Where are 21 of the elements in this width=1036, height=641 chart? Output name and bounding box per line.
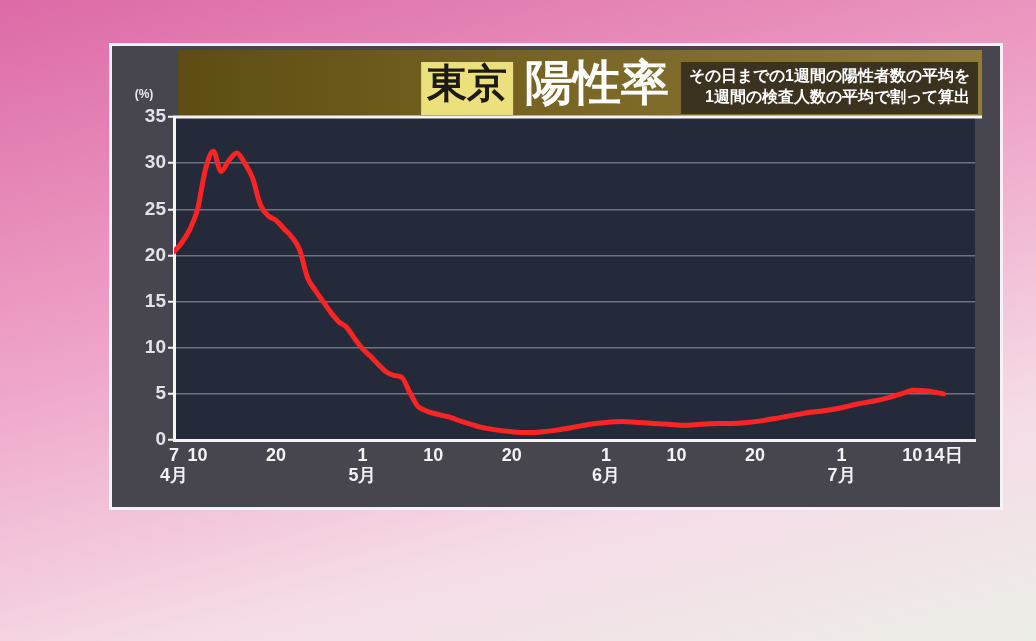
x-tick-label: 10 — [187, 444, 208, 465]
y-tick-label: 15 — [144, 289, 167, 311]
x-tick-label: 20 — [501, 444, 522, 465]
y-tick-label: 35 — [144, 105, 167, 127]
y-axis-title: (%) — [134, 87, 154, 102]
y-tick-label: 25 — [144, 197, 167, 219]
x-tick-label: 14日 — [924, 444, 963, 465]
x-tick-label: 10 — [423, 444, 444, 465]
x-tick-label: 10 — [666, 444, 687, 465]
x-tick-label: 20 — [745, 444, 766, 465]
x-tick-label: 1 7月 — [827, 444, 856, 485]
y-tick-label: 5 — [155, 382, 167, 404]
y-tick-label: 20 — [144, 243, 166, 265]
x-tick-label: 1 6月 — [591, 444, 620, 485]
x-tick-label: 1 5月 — [348, 444, 377, 485]
chart-subtitle: その日までの1週間の陽性者数の平均を 1週間の検査人数の平均で割って算出 — [689, 67, 970, 106]
y-tick-label: 10 — [144, 335, 166, 357]
x-tick-label: 20 — [266, 444, 287, 465]
chart-title: 東京 陽性率 — [426, 55, 670, 109]
x-tick-label: 10 — [902, 444, 923, 465]
y-tick-label: 30 — [144, 151, 166, 173]
